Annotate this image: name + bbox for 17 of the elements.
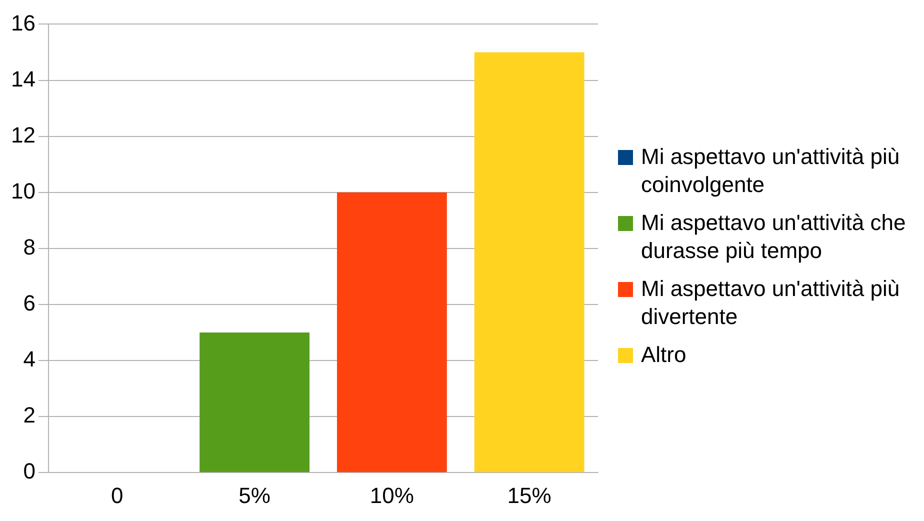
legend-label: Mi aspettavo un'attività che durasse più tempo	[641, 208, 907, 264]
x-tick-label: 15%	[507, 482, 552, 508]
y-tick-label: 16	[10, 10, 36, 36]
x-tick-label: 0	[111, 482, 124, 508]
legend-label: Mi aspettavo un'attività più coinvolgente	[641, 142, 901, 198]
legend-label: Altro	[641, 340, 686, 368]
y-tick-label: 14	[10, 66, 36, 92]
y-tick-label: 2	[23, 402, 36, 428]
y-tick-label: 6	[23, 290, 36, 316]
y-tick-label: 0	[23, 458, 36, 484]
x-tick-label: 10%	[370, 482, 414, 508]
y-tick-label: 8	[23, 234, 36, 260]
y-tick-label: 10	[10, 178, 36, 204]
legend-label: Mi aspettavo un'attività più divertente	[641, 274, 901, 330]
y-tick-label: 4	[23, 346, 36, 372]
y-tick-label: 12	[10, 122, 36, 148]
x-tick-label: 5%	[238, 482, 270, 508]
